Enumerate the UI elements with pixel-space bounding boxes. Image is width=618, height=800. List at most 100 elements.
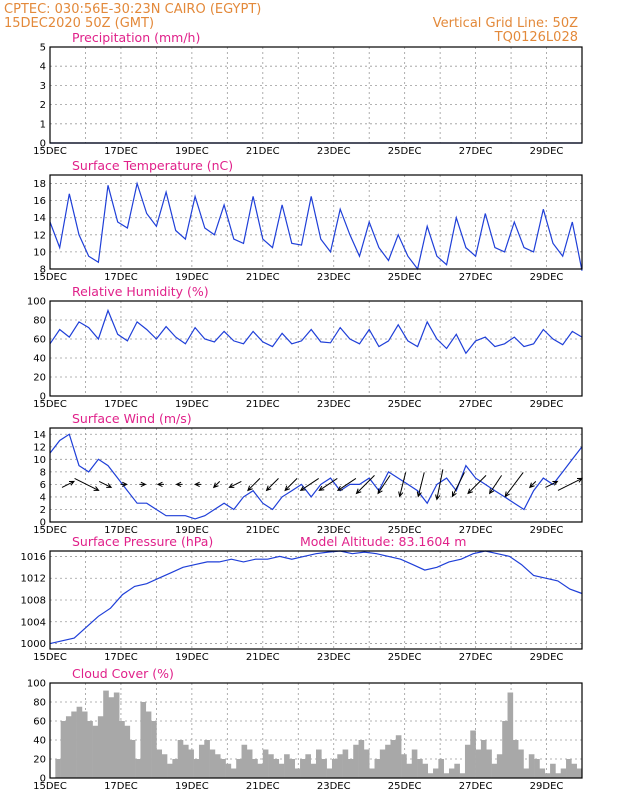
cloud-bar (566, 759, 572, 778)
cloud-bar (246, 749, 253, 778)
cloud-bar (76, 706, 83, 778)
x-tick-label: 25DEC (388, 781, 422, 792)
cloud-bar (289, 759, 296, 778)
wind-arrow (355, 475, 375, 495)
x-tick-label: 29DEC (530, 652, 564, 663)
y-tick-label: 40 (33, 354, 46, 365)
x-tick-label: 21DEC (246, 525, 280, 536)
cloud-bar (103, 690, 109, 778)
cloud-bar (310, 763, 317, 778)
cloud-bar (454, 763, 460, 778)
cloud-bar (417, 759, 423, 778)
x-tick-label: 21DEC (246, 146, 280, 157)
y-tick-label: 0 (40, 392, 46, 403)
panel-title: Surface Pressure (hPa) (72, 534, 213, 549)
cloud-bar (145, 711, 152, 778)
cloud-bar (395, 735, 402, 778)
cloud-bar (449, 768, 455, 778)
x-tick-label: 25DEC (388, 146, 422, 157)
header-date: 15DEC2020 50Z (GMT) (4, 16, 154, 31)
cloud-bar (135, 759, 141, 778)
wind-arrow (398, 472, 407, 498)
panel-subtitle: Model Altitude: 83.1604 m (300, 534, 466, 549)
y-tick-label: 18 (33, 179, 46, 190)
x-tick-label: 27DEC (459, 399, 493, 410)
cloud-bar (188, 749, 194, 778)
cloud-bar (124, 725, 131, 778)
y-tick-label: 1012 (21, 574, 46, 585)
cloud-bar (230, 768, 237, 778)
cloud-bar (161, 754, 168, 778)
cloud-bar (571, 763, 577, 778)
cloud-bar (326, 768, 333, 778)
cloud-bar (60, 721, 67, 778)
cloud-bar (108, 697, 115, 778)
x-tick-label: 21DEC (246, 781, 280, 792)
cloud-bar (518, 749, 524, 778)
x-tick-label: 23DEC (317, 399, 351, 410)
wind-arrow (175, 481, 183, 488)
wind-arrow (529, 481, 537, 489)
cloud-bar (204, 740, 210, 778)
y-tick-label: 3 (40, 81, 46, 92)
y-tick-label: 20 (33, 755, 46, 766)
panel-cloud: 0 20 40 60 80 100 15DEC 17DEC 19DEC 21DEC 23DEC 25D… (27, 666, 583, 792)
cloud-bar (156, 749, 163, 778)
y-tick-label: 100 (27, 297, 46, 308)
wind-arrow (284, 478, 298, 492)
y-tick-label: 1000 (21, 639, 46, 650)
y-tick-label: 4 (40, 62, 46, 73)
cloud-bar (220, 759, 226, 778)
panel-title: Surface Wind (m/s) (72, 411, 192, 426)
cloud-bar (353, 744, 359, 778)
cloud-bar (470, 730, 476, 778)
x-tick-label: 29DEC (530, 781, 564, 792)
x-tick-label: 17DEC (104, 272, 138, 283)
cloud-bar (71, 711, 77, 778)
wind-arrow (74, 477, 100, 491)
wind-arrow (377, 475, 391, 495)
cloud-bar (422, 763, 429, 778)
cloud-bar (555, 773, 562, 778)
y-tick-label: 14 (33, 430, 46, 441)
cloud-bar (486, 749, 492, 778)
cloud-bar (464, 744, 471, 778)
cloud-bar (337, 754, 343, 778)
panel-frame (49, 427, 583, 523)
wind-arrow (336, 477, 357, 492)
y-tick-label: 60 (33, 717, 46, 728)
x-tick-label: 27DEC (459, 781, 493, 792)
wind-arrow (212, 481, 221, 489)
y-tick-label: 1 (40, 119, 46, 130)
cloud-bar (576, 768, 583, 778)
x-tick-label: 17DEC (104, 146, 138, 157)
x-tick-label: 29DEC (530, 146, 564, 157)
cloud-bar (560, 768, 567, 778)
x-tick-label: 29DEC (530, 272, 564, 283)
y-tick-label: 1016 (21, 552, 46, 563)
wind-arrow (504, 472, 524, 498)
cloud-bar (321, 759, 327, 778)
cloud-bar (167, 763, 173, 778)
cloud-bar (92, 725, 99, 778)
cloud-bar (379, 749, 386, 778)
panel-title: Cloud Cover (%) (72, 666, 174, 681)
y-tick-label: 16 (33, 196, 46, 207)
cloud-bar (523, 768, 530, 778)
cloud-bar (278, 763, 285, 778)
cloud-bar (273, 759, 280, 778)
x-tick-label: 15DEC (33, 652, 67, 663)
cloud-bar (502, 721, 508, 778)
cloud-bar (358, 740, 365, 778)
x-tick-label: 27DEC (459, 652, 493, 663)
cloud-bar (214, 754, 221, 778)
x-tick-label: 23DEC (317, 525, 351, 536)
y-tick-label: 8 (40, 265, 46, 276)
cloud-bar (347, 759, 354, 778)
cloud-bar (262, 749, 269, 778)
cloud-bar (241, 744, 248, 778)
x-tick-label: 19DEC (175, 272, 209, 283)
cloud-bar (512, 740, 519, 778)
